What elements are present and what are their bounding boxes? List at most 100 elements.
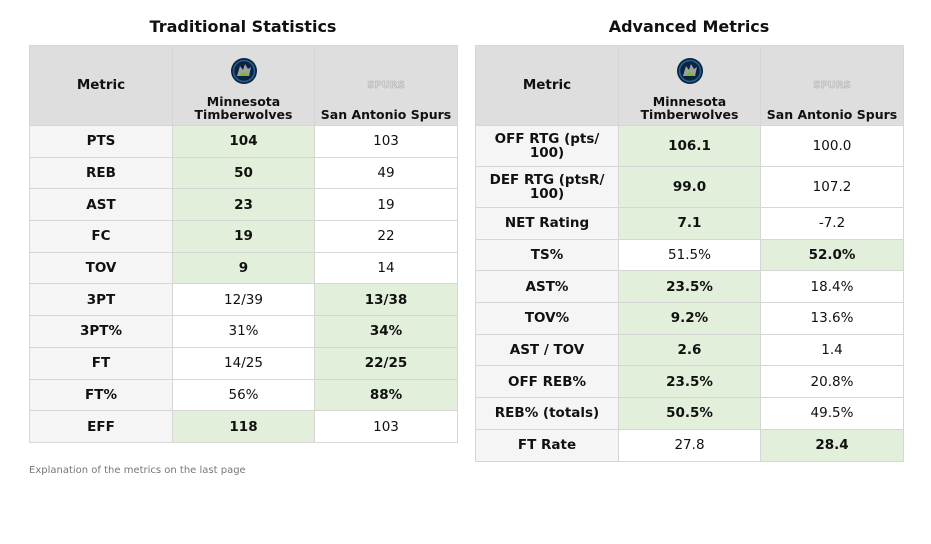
metric-label: 3PT [29, 283, 173, 317]
timberwolves-value: 9 [172, 251, 315, 285]
table-row: PTS 104 103 [29, 125, 458, 158]
timberwolves-value: 14/25 [172, 346, 315, 380]
metric-label: TOV [29, 251, 173, 285]
team-name: San Antonio Spurs [766, 107, 898, 122]
timberwolves-value: 106.1 [618, 125, 761, 167]
traditional-statistics-title: Traditional Statistics [149, 17, 337, 36]
spurs-value: 49 [314, 156, 458, 190]
metric-label: OFF RTG (pts/ 100) [475, 125, 619, 167]
table-row: DEF RTG (ptsR/ 100) 99.0 107.2 [475, 166, 904, 208]
spurs-logo-icon: SPURS [812, 69, 852, 99]
spurs-value: 103 [314, 410, 458, 443]
timberwolves-value: 99.0 [618, 166, 761, 208]
team-name: Minnesota Timberwolves [194, 94, 293, 122]
spurs-value: 14 [314, 251, 458, 285]
metric-column-header: Metric [475, 45, 619, 126]
timberwolves-value: 23.5% [618, 365, 761, 399]
metric-label: NET Rating [475, 207, 619, 240]
timberwolves-value: 118 [172, 410, 315, 443]
timberwolves-value: 104 [172, 125, 315, 158]
table-row: TOV 9 14 [29, 251, 458, 285]
metric-label: 3PT% [29, 315, 173, 348]
metric-label: OFF REB% [475, 365, 619, 399]
traditional-statistics-panel: Traditional Statistics Metric [29, 16, 458, 443]
table-row: REB% (totals) 50.5% 49.5% [475, 397, 904, 430]
spurs-value: 34% [314, 315, 458, 348]
metric-label: REB% (totals) [475, 397, 619, 430]
table-row: FT 14/25 22/25 [29, 346, 458, 380]
advanced-metrics-table: Metric Minnesota Timberwolves [475, 45, 904, 462]
metric-column-header: Metric [29, 45, 173, 126]
table-row: EFF 118 103 [29, 410, 458, 443]
table-row: AST% 23.5% 18.4% [475, 270, 904, 304]
table-row: TOV% 9.2% 13.6% [475, 302, 904, 335]
table-row: FT Rate 27.8 28.4 [475, 428, 904, 462]
advanced-metrics-panel: Advanced Metrics Metric [475, 16, 904, 462]
metric-label: AST [29, 188, 173, 222]
metric-label: DEF RTG (ptsR/ 100) [475, 166, 619, 208]
timberwolves-value: 23 [172, 188, 315, 222]
table-row: OFF RTG (pts/ 100) 106.1 100.0 [475, 125, 904, 167]
table-row: NET Rating 7.1 -7.2 [475, 207, 904, 240]
spurs-value: 28.4 [760, 428, 904, 462]
metric-label: PTS [29, 125, 173, 158]
metric-label: FT Rate [475, 428, 619, 462]
metric-label: AST% [475, 270, 619, 304]
table-row: FC 19 22 [29, 220, 458, 253]
table-row: 3PT 12/39 13/38 [29, 283, 458, 317]
timberwolves-value: 50.5% [618, 397, 761, 430]
timberwolves-value: 7.1 [618, 207, 761, 240]
spurs-value: 18.4% [760, 270, 904, 304]
timberwolves-value: 50 [172, 156, 315, 190]
table-row: FT% 56% 88% [29, 378, 458, 412]
team-header-spurs: SPURS San Antonio Spurs [760, 45, 904, 126]
table-row: OFF REB% 23.5% 20.8% [475, 365, 904, 399]
spurs-logo-icon: SPURS [366, 69, 406, 99]
spurs-value: 22 [314, 220, 458, 253]
spurs-value: 100.0 [760, 125, 904, 167]
metric-label: TOV% [475, 302, 619, 335]
timberwolves-value: 2.6 [618, 333, 761, 367]
metric-label: AST / TOV [475, 333, 619, 367]
spurs-value: 13.6% [760, 302, 904, 335]
spurs-value: -7.2 [760, 207, 904, 240]
metric-label: FC [29, 220, 173, 253]
table-row: TS% 51.5% 52.0% [475, 238, 904, 272]
metric-label: FT [29, 346, 173, 380]
table-row: AST / TOV 2.6 1.4 [475, 333, 904, 367]
team-name: San Antonio Spurs [320, 107, 452, 122]
timberwolves-value: 12/39 [172, 283, 315, 317]
team-name: Minnesota Timberwolves [640, 94, 739, 122]
timberwolves-logo-icon [230, 56, 258, 86]
timberwolves-value: 23.5% [618, 270, 761, 304]
team-header-timberwolves: Minnesota Timberwolves [618, 45, 761, 126]
metric-label: REB [29, 156, 173, 190]
spurs-value: 20.8% [760, 365, 904, 399]
spurs-value: 13/38 [314, 283, 458, 317]
timberwolves-value: 9.2% [618, 302, 761, 335]
team-header-spurs: SPURS San Antonio Spurs [314, 45, 458, 126]
timberwolves-value: 31% [172, 315, 315, 348]
spurs-value: 88% [314, 378, 458, 412]
footnote: Explanation of the metrics on the last p… [29, 465, 246, 476]
table-row: REB 50 49 [29, 156, 458, 190]
advanced-metrics-title: Advanced Metrics [608, 17, 770, 36]
spurs-value: 103 [314, 125, 458, 158]
table-row: AST 23 19 [29, 188, 458, 222]
metric-label: TS% [475, 238, 619, 272]
metric-label: FT% [29, 378, 173, 412]
metric-label: EFF [29, 410, 173, 443]
traditional-statistics-table: Metric Minnesota Timberwolves [29, 45, 458, 443]
spurs-value: 52.0% [760, 238, 904, 272]
spurs-value: 19 [314, 188, 458, 222]
spurs-value: 22/25 [314, 346, 458, 380]
table-row: 3PT% 31% 34% [29, 315, 458, 348]
timberwolves-value: 19 [172, 220, 315, 253]
spurs-value: 107.2 [760, 166, 904, 208]
spurs-value: 1.4 [760, 333, 904, 367]
svg-text:SPURS: SPURS [367, 80, 405, 91]
svg-text:SPURS: SPURS [813, 80, 851, 91]
spurs-value: 49.5% [760, 397, 904, 430]
timberwolves-logo-icon [676, 56, 704, 86]
timberwolves-value: 56% [172, 378, 315, 412]
